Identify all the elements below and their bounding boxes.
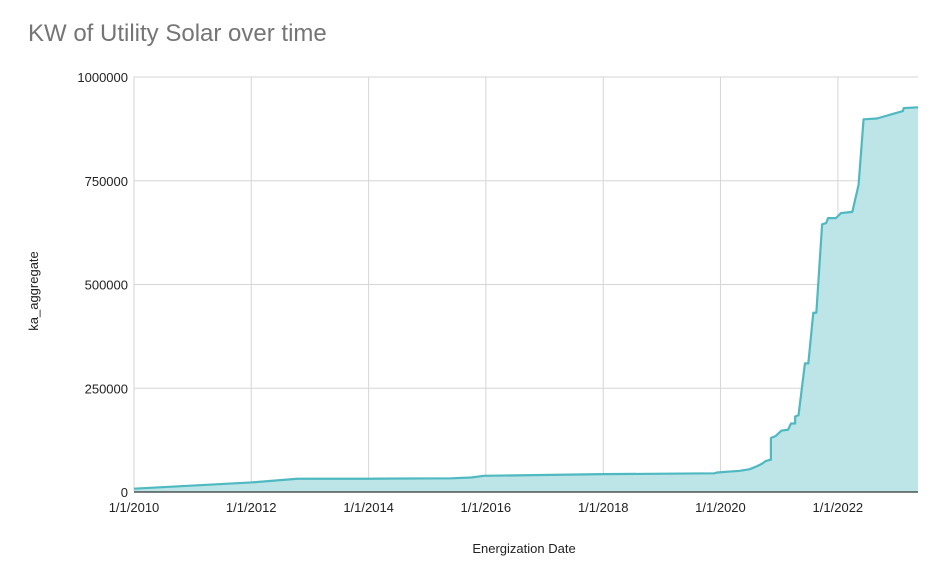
- x-tick-label: 1/1/2016: [461, 500, 512, 515]
- series-area: [134, 107, 918, 492]
- y-tick-label: 1000000: [77, 70, 128, 85]
- x-tick-label: 1/1/2020: [695, 500, 746, 515]
- x-tick-label: 1/1/2014: [343, 500, 394, 515]
- axis-layer: 0 250000 500000 750000 1000000 1/1/2010 1/1/20…: [77, 70, 918, 515]
- x-tick-label: 1/1/2012: [226, 500, 277, 515]
- y-tick-label: 0: [121, 485, 128, 500]
- y-tick-label: 500000: [85, 278, 128, 293]
- series-line: [133, 106, 919, 490]
- chart-title: KW of Utility Solar over time: [28, 20, 327, 47]
- x-tick-label: 1/1/2018: [578, 500, 629, 515]
- x-tick-label: 1/1/2010: [109, 500, 160, 515]
- x-axis-title: Energization Date: [472, 541, 575, 556]
- y-tick-label: 750000: [85, 174, 128, 189]
- y-tick-label: 250000: [85, 381, 128, 396]
- x-tick-label: 1/1/2022: [813, 500, 864, 515]
- y-axis-title: ka_aggregate: [26, 251, 41, 331]
- series-layer: [133, 106, 919, 492]
